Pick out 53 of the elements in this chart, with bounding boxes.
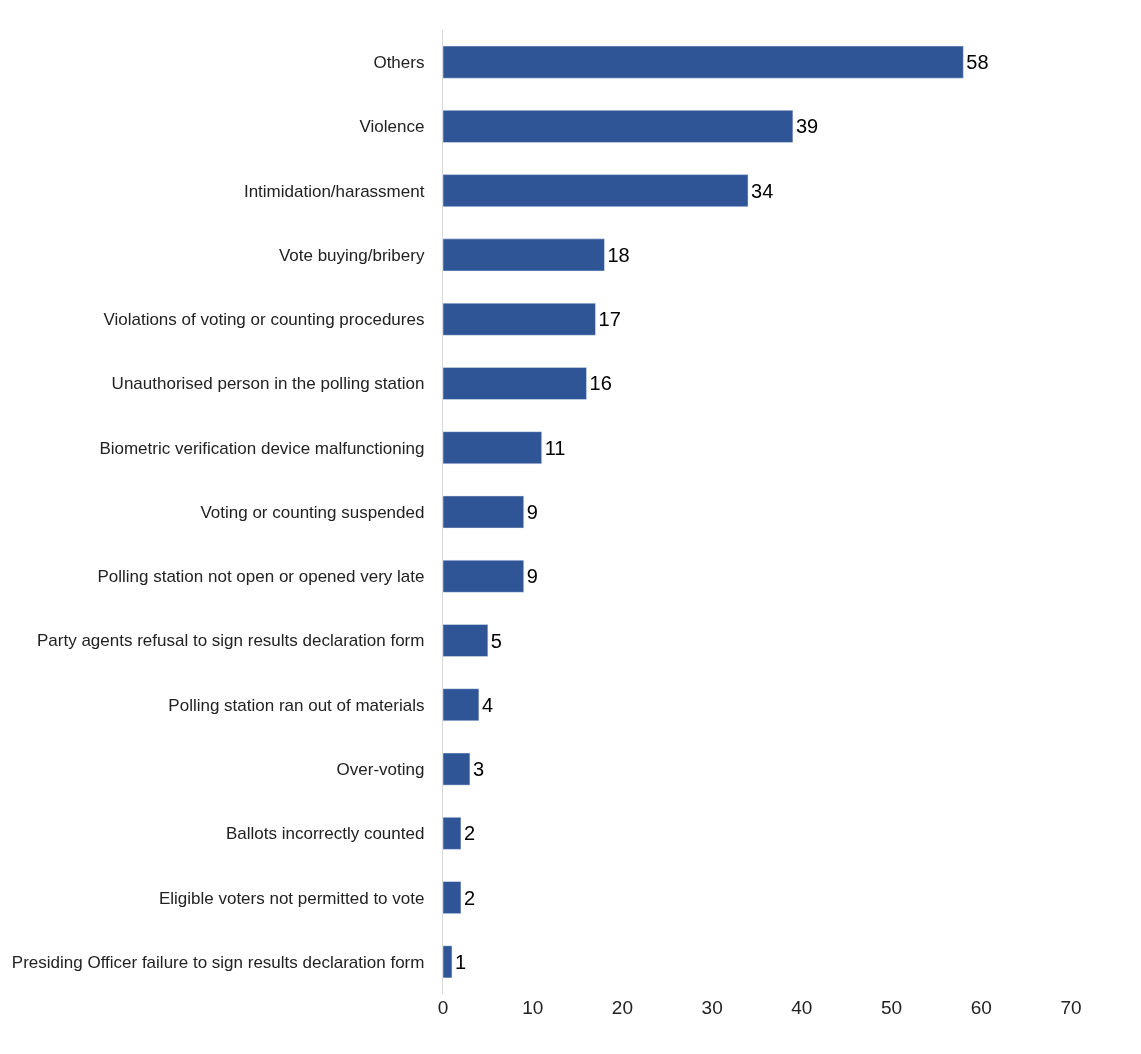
x-tick-label: 0 (437, 997, 449, 1018)
bar (443, 238, 605, 272)
y-tick-label: Violence (359, 117, 439, 137)
y-tick-label: Over-voting (336, 760, 439, 780)
data-label: 2 (463, 822, 476, 845)
data-label: 5 (490, 629, 502, 652)
y-tick-label: Violations of voting or counting procedures (103, 310, 439, 330)
y-tick-label: Eligible voters not permitted to vote (158, 888, 439, 908)
y-tick-label: Biometric verification device malfunctioning (99, 438, 439, 458)
bar (443, 624, 489, 657)
y-tick-label: Vote buying/bribery (278, 245, 439, 265)
bar (443, 302, 596, 336)
y-tick-label: Unauthorised person in the polling station (111, 374, 439, 394)
bar (443, 945, 453, 979)
y-tick-label: Presiding Officer failure to sign results declaration form (11, 952, 439, 972)
x-tick-label: 50 (881, 997, 903, 1018)
bar (443, 752, 471, 786)
data-label: 11 (544, 436, 566, 459)
data-label: 34 (751, 179, 774, 202)
x-tick-label: 60 (970, 997, 992, 1018)
bar (443, 495, 524, 529)
bar (443, 817, 462, 850)
data-label: 4 (481, 693, 494, 716)
data-label: 58 (966, 51, 989, 74)
x-tick-label: 70 (1060, 997, 1082, 1018)
data-label: 16 (589, 372, 612, 395)
bar (443, 688, 480, 722)
bar (443, 559, 524, 593)
x-tick-label: 30 (701, 997, 723, 1018)
bar (443, 367, 587, 400)
data-label: 9 (526, 501, 538, 523)
data-label: 17 (598, 308, 621, 331)
data-label: 1 (454, 950, 467, 973)
data-label: 2 (463, 886, 476, 909)
x-tick-label: 20 (611, 997, 633, 1018)
y-tick-label: Party agents refusal to sign results declaration form (37, 631, 439, 651)
bar (443, 174, 749, 207)
x-tick-label: 40 (791, 997, 813, 1018)
y-tick-label: Polling station not open or opened very late (97, 567, 439, 587)
y-tick-label: Others (373, 53, 439, 73)
y-tick-label: Intimidation/harassment (243, 181, 439, 201)
bar (443, 431, 542, 465)
bar (443, 45, 964, 79)
y-tick-label: Ballots incorrectly counted (225, 824, 439, 844)
data-label: 9 (526, 565, 538, 588)
data-label: 39 (795, 115, 819, 138)
data-label: 18 (607, 243, 630, 266)
data-label: 3 (472, 758, 485, 781)
x-tick-label: 10 (522, 997, 544, 1018)
bar (443, 110, 794, 143)
bar (443, 881, 462, 914)
y-tick-label: Voting or counting suspended (200, 502, 439, 522)
y-tick-label: Polling station ran out of materials (168, 695, 439, 715)
